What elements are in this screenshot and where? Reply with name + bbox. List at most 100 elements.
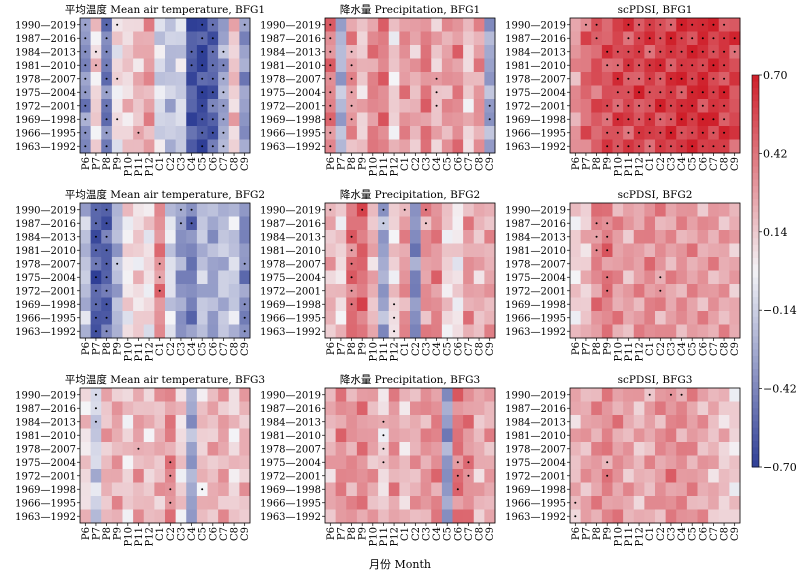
significance-dot <box>691 145 694 148</box>
y-tick-label: 1981—2010 <box>260 61 321 72</box>
y-tick-label: 1975—2004 <box>260 458 321 469</box>
heatmap-cell <box>154 99 166 113</box>
heatmap-cell <box>431 284 443 298</box>
heatmap-cell <box>325 297 337 312</box>
significance-dot <box>712 104 715 107</box>
heatmap-cell <box>655 257 667 271</box>
heatmap-cell <box>655 297 667 312</box>
heatmap-cell <box>335 203 347 217</box>
heatmap-cell <box>111 31 123 46</box>
heatmap-cell <box>441 401 453 416</box>
heatmap-cell <box>196 415 208 429</box>
heatmap-cell <box>367 112 379 127</box>
x-tick-label: C1 <box>155 527 166 541</box>
heatmap-cell <box>580 139 592 154</box>
heatmap-cell <box>228 45 240 59</box>
heatmap-cell <box>441 388 453 402</box>
significance-dot <box>712 145 715 148</box>
significance-dot <box>105 249 108 252</box>
panel-title: 降水量 Precipitation, BFG3 <box>340 373 480 386</box>
heatmap-cell <box>431 297 443 312</box>
significance-dot <box>94 235 97 238</box>
heatmap-cell <box>686 257 698 271</box>
heatmap-cell <box>431 442 443 456</box>
colorbar: 0.700.420.14−0.14−0.42−0.70 <box>751 69 797 474</box>
significance-dot <box>105 276 108 279</box>
heatmap-cell <box>186 18 198 32</box>
heatmap-cell <box>570 311 582 325</box>
x-tick-label: P9 <box>358 342 369 355</box>
heatmap-cell <box>420 18 432 32</box>
y-tick-label: 1978—2007 <box>505 74 566 85</box>
heatmap-cell <box>367 58 379 73</box>
heatmap-cell <box>335 126 347 140</box>
heatmap-cell <box>665 297 677 312</box>
heatmap-cell <box>612 18 624 32</box>
x-tick-label: C3 <box>176 342 187 356</box>
heatmap-cell <box>612 230 624 244</box>
heatmap-cell <box>633 469 645 483</box>
y-tick-label: 1969—1998 <box>505 485 566 496</box>
heatmap-cell <box>410 428 422 443</box>
colorbar-segment <box>752 310 759 318</box>
y-tick-label: 1978—2007 <box>15 259 76 270</box>
significance-dot <box>382 222 385 225</box>
heatmap-cell <box>591 311 603 325</box>
heatmap-cell <box>154 230 166 244</box>
significance-dot <box>659 118 662 121</box>
significance-dot <box>105 104 108 107</box>
y-tick-label: 1972—2001 <box>15 286 76 297</box>
heatmap-cell <box>80 482 92 497</box>
x-tick-label: C5 <box>688 527 699 541</box>
heatmap-cell <box>718 415 730 429</box>
y-tick-label: 1972—2001 <box>260 101 321 112</box>
y-tick-label: 1978—2007 <box>505 259 566 270</box>
heatmap-cell <box>665 270 677 285</box>
significance-dot <box>680 393 683 396</box>
heatmap-cell <box>399 388 411 402</box>
y-tick-label: 1966—1995 <box>15 313 76 324</box>
heatmap-cell <box>441 442 453 456</box>
heatmap-cell <box>80 216 92 231</box>
heatmap-cell <box>228 509 240 524</box>
significance-dot <box>211 23 214 26</box>
colorbar-segment <box>752 251 759 259</box>
heatmap-cell <box>399 324 411 339</box>
heatmap-cell <box>335 270 347 285</box>
heatmap-cell <box>463 270 475 285</box>
heatmap-cell <box>623 469 635 483</box>
significance-dot <box>84 37 87 40</box>
colorbar-segment <box>752 382 759 390</box>
heatmap-cell <box>441 509 453 524</box>
heatmap-cell <box>484 428 496 443</box>
heatmap-cell <box>452 18 464 32</box>
heatmap-cell <box>463 126 475 140</box>
y-tick-label: 1984—2013 <box>15 417 76 428</box>
heatmap-cell <box>80 284 92 298</box>
significance-dot <box>712 64 715 67</box>
colorbar-segment <box>752 434 759 442</box>
heatmap-cell <box>612 388 624 402</box>
x-tick-label: C4 <box>432 527 443 541</box>
significance-dot <box>137 447 140 450</box>
heatmap-cell <box>718 270 730 285</box>
heatmap-cell <box>335 112 347 127</box>
heatmap-cell <box>570 270 582 285</box>
heatmap-cell <box>378 18 390 32</box>
heatmap-cell <box>111 243 123 258</box>
significance-dot <box>158 276 161 279</box>
heatmap-cell <box>207 203 219 217</box>
heatmap-cell <box>196 455 208 470</box>
heatmap-cell <box>207 324 219 339</box>
heatmap-cell <box>239 401 251 416</box>
significance-dot <box>179 222 182 225</box>
heatmap-cell <box>580 203 592 217</box>
heatmap-cell <box>420 311 432 325</box>
heatmap-cell <box>601 311 613 325</box>
significance-dot <box>723 91 726 94</box>
y-tick-label: 1990—2019 <box>15 205 76 216</box>
heatmap-cell <box>473 297 485 312</box>
significance-dot <box>105 289 108 292</box>
significance-dot <box>179 208 182 211</box>
heatmap-cell <box>484 203 496 217</box>
